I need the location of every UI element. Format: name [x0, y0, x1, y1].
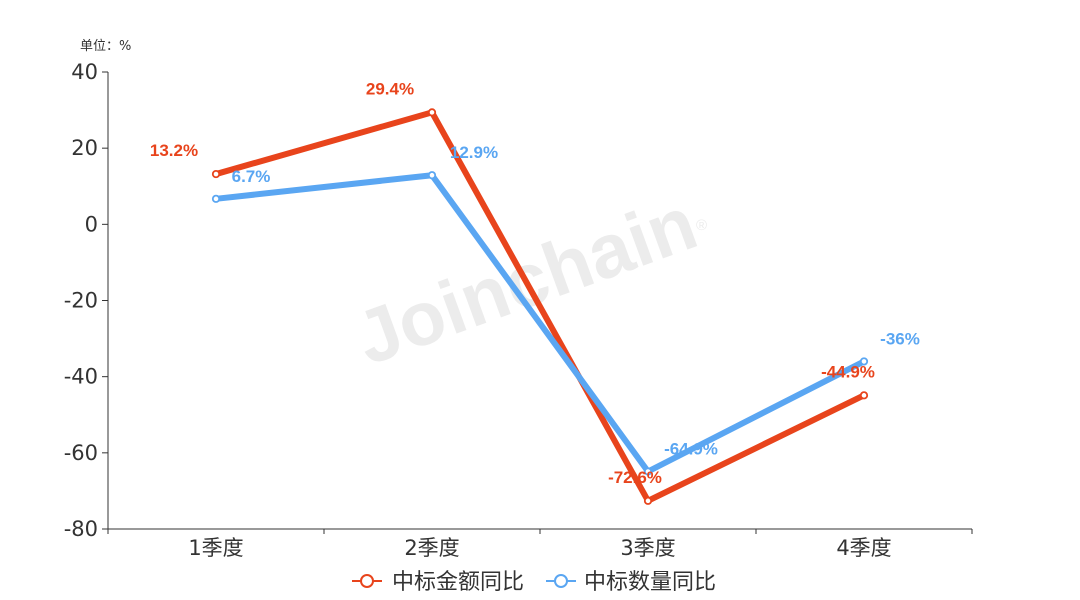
y-tick-label: -80 — [64, 517, 98, 541]
series-1-data-label: -44.9% — [821, 362, 875, 381]
series-line-1 — [213, 109, 867, 504]
legend-label-2: 中标数量同比 — [584, 570, 716, 595]
x-tick-label: 4季度 — [836, 536, 891, 560]
series-2-data-label: -64.9% — [664, 439, 718, 458]
unit-label: 单位：% — [80, 39, 131, 54]
series-1-data-label: 29.4% — [366, 79, 414, 98]
series-line-2 — [213, 172, 867, 475]
series-2-point — [427, 171, 437, 180]
x-tick-label: 2季度 — [404, 536, 459, 560]
watermark-registered-mark: ® — [696, 217, 707, 234]
y-tick-label: -60 — [64, 441, 98, 465]
series-1-data-label: -72.6% — [608, 468, 662, 487]
legend-item-2[interactable]: 中标数量同比 — [546, 570, 716, 595]
x-tick-label: 1季度 — [188, 536, 243, 560]
series-1-point — [643, 496, 653, 505]
y-tick-label: -40 — [64, 365, 98, 389]
legend-label-1: 中标金额同比 — [392, 570, 524, 595]
legend-marker-2 — [554, 574, 568, 588]
series-2-data-label: 12.9% — [450, 143, 498, 162]
series-1-data-label: 13.2% — [150, 141, 198, 160]
series-1-point — [211, 169, 221, 179]
legend[interactable]: 中标金额同比 中标数量同比 — [352, 570, 716, 595]
y-axis: 40 20 0 -20 -40 -60 -80 — [64, 60, 109, 541]
y-tick-label: -20 — [64, 289, 98, 313]
series-1-point — [859, 391, 869, 400]
series-2-point — [211, 194, 221, 203]
legend-item-1[interactable]: 中标金额同比 — [352, 570, 524, 595]
series-2-data-label: 6.7% — [232, 167, 271, 186]
x-axis: 1季度 2季度 3季度 4季度 — [107, 528, 973, 560]
data-labels: 13.2% 29.4% -72.6% -44.9% 6.7% 12.9% -64.9% -36… — [150, 79, 920, 486]
series-lines — [213, 109, 867, 504]
series-1-point — [427, 108, 437, 117]
legend-marker-1 — [360, 574, 374, 588]
y-tick-label: 20 — [71, 136, 98, 160]
series-points — [211, 108, 869, 505]
y-tick-label: 40 — [71, 60, 98, 84]
series-2-point — [859, 357, 869, 366]
x-tick-label: 3季度 — [620, 536, 675, 560]
series-2-data-label: -36% — [880, 329, 920, 348]
y-tick-label: 0 — [85, 212, 98, 236]
series-2-point — [643, 467, 653, 476]
